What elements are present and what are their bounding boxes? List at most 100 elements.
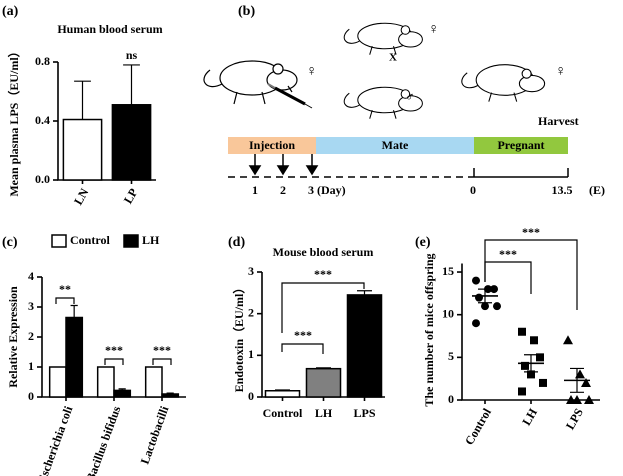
chart-title: Mouse blood serum (273, 245, 374, 259)
point (472, 319, 480, 328)
significance-bracket (152, 358, 172, 365)
legend-swatch (51, 234, 67, 248)
significance-bracket (104, 358, 124, 365)
point (521, 361, 529, 370)
y-tick-label: 0 (448, 392, 454, 406)
significance-bracket (281, 343, 324, 354)
y-tick-label: 2 (28, 329, 34, 343)
panel-label: (d) (228, 235, 245, 250)
x-tick-label: Control (263, 406, 303, 420)
error-bar (123, 64, 140, 105)
significance-bracket (484, 239, 578, 310)
point (472, 276, 480, 285)
point (536, 353, 544, 362)
bar (111, 104, 152, 181)
timeline-label: 0 (470, 183, 476, 197)
point (530, 336, 538, 345)
y-tick-label: 3 (248, 264, 254, 278)
panel-label: (a) (2, 4, 19, 19)
point (518, 387, 526, 396)
x-tick-label: LH (519, 405, 540, 428)
sex-symbol: ♀ (306, 63, 317, 79)
x-tick-label: Bacillus bifidus (83, 404, 123, 476)
error-bar (74, 80, 91, 120)
y-tick-label: 0 (28, 389, 34, 403)
y-axis-label: Endotoxin（EU/ml） (231, 282, 246, 393)
sex-symbol: ♀ (428, 21, 439, 37)
bar (144, 366, 163, 398)
timeline-label: 2 (280, 183, 286, 197)
y-tick-label: 0.4 (35, 113, 50, 127)
y-tick-label: 3 (28, 299, 34, 313)
phase-bar (316, 137, 474, 154)
y-tick-label: 5 (448, 349, 454, 363)
sex-symbol: ♀ (555, 63, 566, 79)
axes (41, 277, 186, 398)
y-tick-label: 10 (442, 306, 454, 320)
significance-bracket (281, 282, 365, 333)
y-tick-label: 0.0 (35, 172, 50, 186)
mouse (461, 64, 546, 102)
point (563, 335, 573, 345)
x-tick-label: Control (462, 405, 494, 447)
x-tick-label: LPS (353, 406, 375, 420)
x-tick-label: LN (71, 186, 92, 208)
bar (346, 294, 383, 398)
significance-label: *** (153, 343, 171, 357)
x-tick-label: Lactobacilli (137, 404, 171, 466)
chart-title: Human blood serum (57, 22, 162, 36)
x-tick-label: LH (315, 406, 333, 420)
point (475, 293, 483, 302)
legend-swatch (123, 234, 139, 248)
mouse (343, 22, 423, 55)
significance-label: *** (522, 225, 540, 239)
timeline-label: 1 (252, 183, 258, 197)
y-tick-label: 1 (28, 359, 34, 373)
x-tick-label: LP (121, 186, 141, 206)
bar (62, 118, 103, 181)
y-tick-label: 0 (248, 389, 254, 403)
panel-label: (e) (415, 235, 431, 250)
y-tick-label: 15 (442, 264, 454, 278)
error-bar (478, 288, 492, 304)
y-tick-label: 4 (28, 269, 34, 283)
bar (161, 393, 180, 398)
sex-symbol: ♂ (405, 89, 415, 104)
timeline-label: 13.5 (552, 183, 573, 197)
error-bar (524, 354, 538, 373)
mouse (343, 86, 423, 119)
axes (261, 272, 385, 398)
bar (305, 367, 342, 398)
bar (48, 366, 67, 398)
error-bar (570, 367, 584, 393)
y-tick-label: 1 (248, 347, 254, 361)
point (490, 285, 498, 294)
bar (65, 316, 84, 398)
y-axis-label: Relative Expression (6, 286, 20, 388)
phase-bar (474, 137, 568, 154)
syringe (267, 83, 313, 109)
x-tick-label: LPS (563, 406, 586, 432)
phase-bar (228, 137, 316, 154)
error-bar (70, 304, 78, 318)
diagram: (b) ♀ ♀ X ♂ ♀ Harvest Injectio (203, 4, 605, 197)
panel-label: (b) (238, 4, 255, 19)
bar (113, 389, 132, 398)
significance-label: ** (59, 282, 71, 296)
phase-label: Pregnant (497, 138, 544, 152)
x-tick-label: Escherichia coli (35, 404, 76, 476)
cross-symbol: X (389, 52, 397, 64)
significance-label: *** (314, 267, 332, 281)
legend-label: LH (142, 233, 160, 247)
legend-label: Control (70, 233, 110, 247)
significance-label: *** (294, 328, 312, 342)
significance-label: ns (126, 48, 138, 62)
point (581, 377, 591, 387)
significance-label: *** (105, 343, 123, 357)
axes (461, 263, 600, 401)
phase-label: Injection (249, 138, 295, 152)
panel-label: (c) (2, 235, 18, 250)
y-tick-label: 0.8 (35, 54, 50, 68)
mouse (203, 60, 298, 105)
point (481, 302, 489, 311)
